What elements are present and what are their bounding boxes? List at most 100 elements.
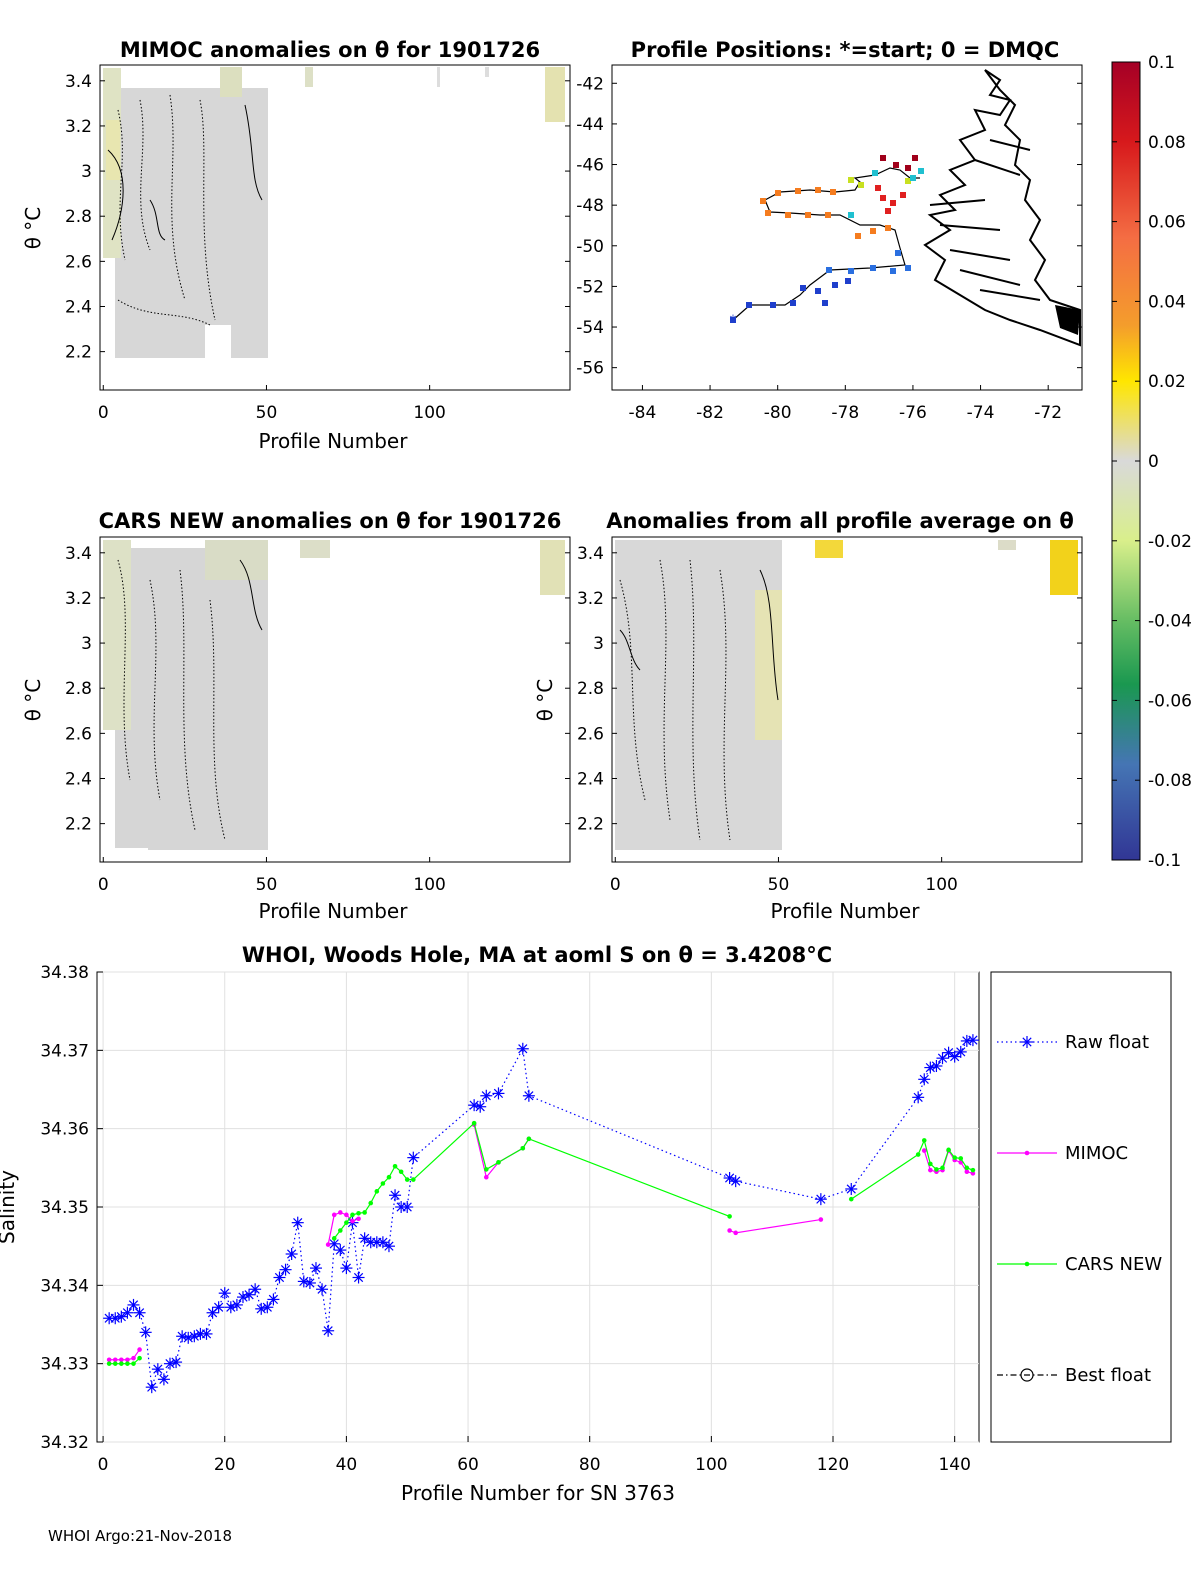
data-point xyxy=(212,1301,225,1314)
data-point xyxy=(255,1302,268,1315)
data-point xyxy=(297,1275,310,1288)
positions-xtick-label: -74 xyxy=(967,403,995,423)
allavg-ytick-label: 2.2 xyxy=(577,815,604,835)
cars-xlabel: Profile Number xyxy=(259,899,409,923)
salinity-ylabel: Salinity xyxy=(0,1170,19,1244)
salinity-ytick-label: 34.36 xyxy=(40,1120,89,1140)
cars-ytick-label: 2.8 xyxy=(65,679,92,699)
data-point xyxy=(392,1163,398,1169)
data-point xyxy=(526,1136,532,1142)
data-point xyxy=(483,1174,489,1180)
positions-ytick-label: -50 xyxy=(576,237,604,257)
data-point xyxy=(516,1042,529,1055)
cars-field xyxy=(103,540,565,850)
positions-ytick-label: -44 xyxy=(576,115,604,135)
mimoc-xtick-label: 0 xyxy=(98,403,109,423)
data-point xyxy=(727,1228,732,1233)
mimoc-title: MIMOC anomalies on θ for 1901726 xyxy=(120,38,540,62)
data-point xyxy=(106,1361,112,1366)
legend-label: MIMOC xyxy=(1065,1143,1128,1164)
salinity-xtick-label: 120 xyxy=(817,1455,849,1475)
data-point xyxy=(468,1099,481,1112)
cars-xtick-label: 50 xyxy=(256,875,278,895)
positions-xtick-label: -78 xyxy=(831,403,859,423)
data-point xyxy=(131,1355,136,1361)
svg-text:*: * xyxy=(730,313,737,329)
data-point xyxy=(340,1262,353,1275)
cars-ytick-label: 2.2 xyxy=(65,815,92,835)
legend-box xyxy=(990,971,1172,1443)
colorbar-tick-label: 0.04 xyxy=(1148,292,1186,312)
data-point xyxy=(182,1331,195,1344)
mimoc-ytick-label: 2.8 xyxy=(65,207,92,227)
salinity-chart: WHOI, Woods Hole, MA at aoml S on θ = 3.… xyxy=(0,943,1172,1505)
data-point xyxy=(492,1087,505,1100)
legend-label: Best float xyxy=(1065,1365,1151,1386)
data-point xyxy=(261,1301,274,1314)
data-point xyxy=(389,1189,402,1202)
data-point xyxy=(386,1174,392,1180)
data-point xyxy=(960,1034,973,1047)
data-point xyxy=(930,1060,943,1072)
data-point xyxy=(374,1189,380,1194)
cars-ytick-label: 3.2 xyxy=(65,589,92,609)
data-point xyxy=(151,1363,164,1376)
data-point xyxy=(912,1091,925,1104)
positions-xtick-label: -76 xyxy=(899,403,927,423)
data-point xyxy=(344,1212,349,1218)
mimoc-panel: MIMOC anomalies on θ for 1901726 3.4 3.2 3… xyxy=(21,38,571,453)
data-point xyxy=(496,1160,501,1165)
data-point xyxy=(338,1210,343,1215)
colorbar-tick-label: 0.08 xyxy=(1148,133,1186,153)
data-point xyxy=(139,1326,152,1339)
data-point xyxy=(303,1276,316,1289)
colorbar-tick-label: -0.06 xyxy=(1148,691,1192,711)
positions-title: Profile Positions: *=start; 0 = DMQC xyxy=(631,38,1060,62)
cars-title: CARS NEW anomalies on θ for 1901726 xyxy=(99,509,562,533)
data-point xyxy=(309,1262,322,1275)
mimoc-ytick-label: 3.4 xyxy=(65,72,92,92)
data-point xyxy=(137,1347,142,1352)
data-point xyxy=(200,1327,213,1340)
salinity-xtick-label: 80 xyxy=(579,1455,601,1475)
positions-xtick-label: -84 xyxy=(629,403,657,423)
data-point xyxy=(325,1242,331,1247)
data-point xyxy=(940,1165,945,1171)
data-point xyxy=(382,1240,395,1253)
allavg-title: Anomalies from all profile average on θ xyxy=(606,509,1074,533)
data-point xyxy=(934,1167,939,1172)
data-point xyxy=(218,1287,231,1300)
footer-note: WHOI Argo:21-Nov-2018 xyxy=(48,1527,232,1545)
positions-ytick-label: -56 xyxy=(576,359,604,379)
cars-ylabel: θ °C xyxy=(21,679,45,722)
mimoc-ytick-label: 2.2 xyxy=(65,343,92,363)
data-point xyxy=(119,1361,124,1366)
data-point xyxy=(401,1201,414,1213)
data-point xyxy=(376,1236,389,1249)
cars-xtick-label: 100 xyxy=(413,875,445,895)
data-point xyxy=(404,1177,410,1182)
positions-ytick-label: -46 xyxy=(576,156,604,176)
positions-axes xyxy=(611,64,1083,391)
data-point xyxy=(966,1034,979,1047)
mimoc-ytick-label: 2.4 xyxy=(65,297,92,317)
data-point xyxy=(946,1147,951,1153)
data-point xyxy=(273,1271,286,1284)
mimoc-xtick-label: 50 xyxy=(256,403,278,423)
data-point xyxy=(119,1357,124,1363)
allavg-ytick-label: 3 xyxy=(593,634,604,654)
allavg-xtick-label: 0 xyxy=(610,875,621,895)
data-point xyxy=(474,1100,487,1113)
data-point xyxy=(230,1298,243,1311)
mimoc-xtick-label: 100 xyxy=(413,403,445,423)
mimoc-ylabel: θ °C xyxy=(21,207,45,250)
allavg-ylabel: θ °C xyxy=(533,679,557,722)
positions-xtick-label: -80 xyxy=(764,403,792,423)
colorbar-tick-label: -0.1 xyxy=(1148,851,1181,871)
colorbar-tick-label: 0.1 xyxy=(1148,53,1175,73)
data-point xyxy=(125,1361,130,1366)
data-point xyxy=(520,1145,526,1151)
data-point xyxy=(921,1148,927,1153)
data-point xyxy=(316,1283,329,1296)
colorbar-tick-label: 0.06 xyxy=(1148,213,1186,233)
